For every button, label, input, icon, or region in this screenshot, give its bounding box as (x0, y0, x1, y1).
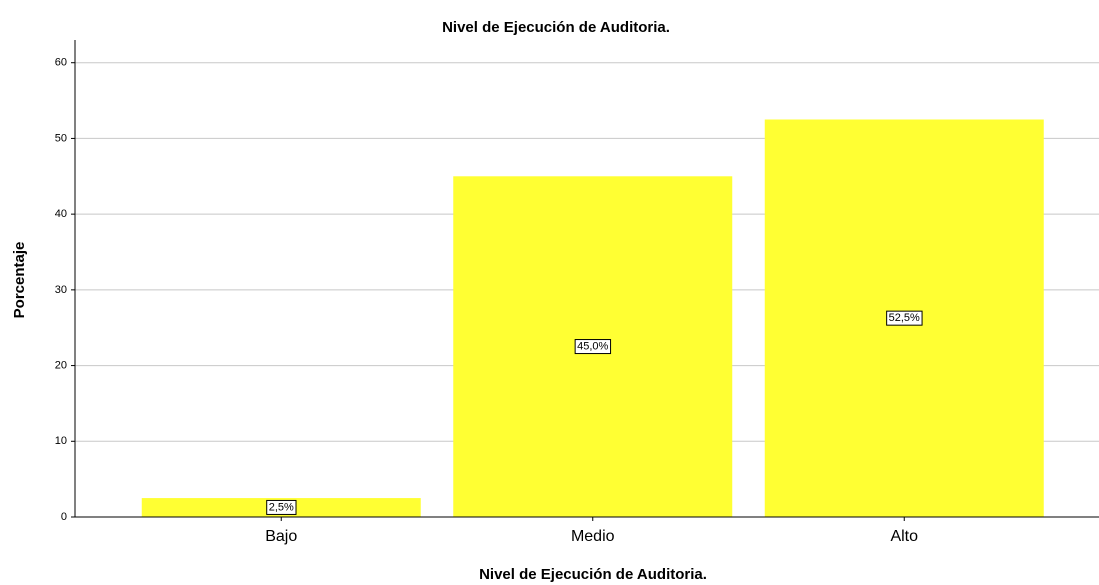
x-tick-label: Bajo (265, 528, 297, 545)
y-tick-label: 40 (55, 208, 67, 220)
data-label-box (266, 499, 297, 515)
data-label: 2,5% (269, 501, 294, 513)
x-axis-label: Nivel de Ejecución de Auditoria. (479, 566, 707, 583)
data-label-box (574, 339, 612, 355)
y-tick-label: 10 (55, 435, 67, 447)
data-label: 45,0% (577, 341, 608, 353)
data-label: 52,5% (889, 312, 920, 324)
y-axis-label: Porcentaje (11, 242, 28, 319)
y-tick-label: 50 (55, 132, 67, 144)
y-tick-label: 30 (55, 284, 67, 296)
y-tick-label: 60 (55, 57, 67, 69)
x-tick-label: Alto (890, 528, 918, 545)
y-tick-label: 20 (55, 359, 67, 371)
data-label-box (886, 310, 923, 326)
x-tick-label: Medio (571, 528, 615, 545)
y-tick-label: 0 (61, 511, 67, 523)
chart-title: Nivel de Ejecución de Auditoria. (442, 19, 670, 36)
